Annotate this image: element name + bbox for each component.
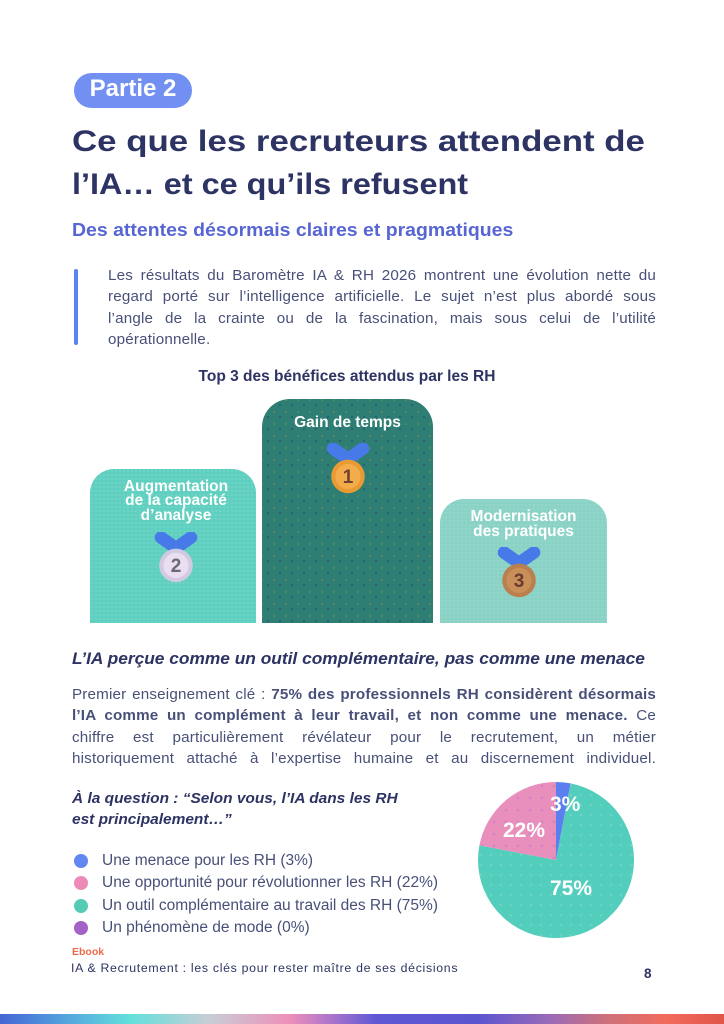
- svg-text:2: 2: [171, 556, 182, 577]
- svg-text:1: 1: [343, 467, 354, 488]
- svg-text:3: 3: [514, 571, 525, 592]
